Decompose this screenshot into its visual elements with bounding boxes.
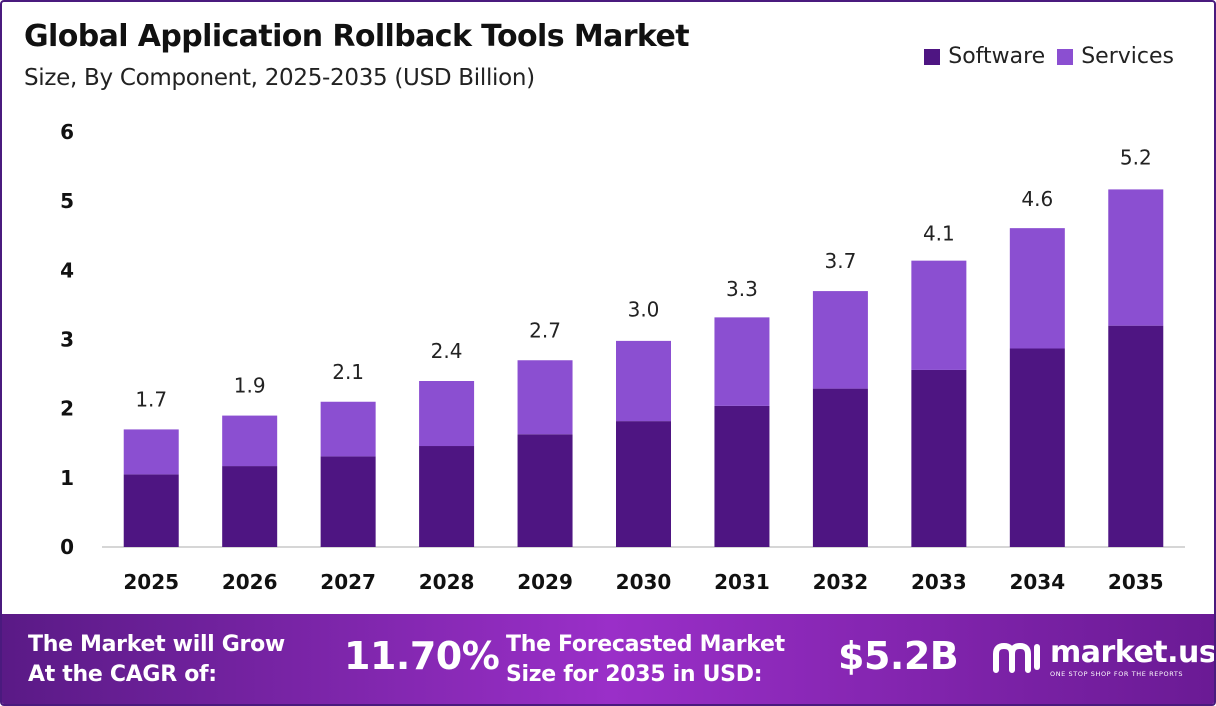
legend-swatch-services [1057,48,1074,65]
y-tick-label: 3 [60,328,74,352]
x-tick-label: 2032 [813,570,869,594]
total-label: 1.9 [234,374,266,398]
y-tick-label: 0 [60,535,74,559]
bar-services-2031 [714,317,770,406]
legend-item-software: Software [924,44,1045,69]
market-us-logo-icon [993,642,1040,673]
bar-software-2030 [616,421,671,547]
bar-services-2028 [419,381,475,447]
x-tick-label: 2027 [320,570,376,594]
brand-name: market.us [1050,635,1216,670]
bar-chart: 0 1 2 3 4 5 6 1.7 2025 1.9 2026 2.1 2027 2.4 2028 2.7 20… [60,120,1185,594]
x-tick-label: 2028 [419,570,475,594]
y-tick-label: 4 [60,258,74,282]
bar-software-2031 [714,405,770,547]
chart-title: Global Application Rollback Tools Market [24,19,690,54]
x-tick-label: 2029 [517,570,573,594]
bar-software-2034 [1009,348,1065,547]
y-tick-label: 6 [60,120,74,144]
brand-tagline: ONE STOP SHOP FOR THE REPORTS [1050,670,1184,678]
bar-services-2033 [911,260,967,370]
total-label: 5.2 [1120,145,1152,169]
legend-swatch-software [924,48,941,65]
cagr-label-line1: The Market will Grow [28,632,285,657]
cagr-label-line2: At the CAGR of: [28,662,217,687]
bar-software-2033 [911,369,967,547]
bar-services-2035 [1108,189,1164,326]
bar-services-2025 [123,429,179,475]
bar-services-2030 [616,340,671,422]
legend-label-software: Software [948,44,1046,69]
x-tick-label: 2031 [714,570,770,594]
total-label: 3.7 [825,249,857,273]
bar-software-2025 [123,474,179,547]
total-label: 1.7 [135,387,167,411]
bar-software-2027 [320,456,376,547]
total-label: 2.7 [529,318,561,342]
legend-item-services: Services [1057,44,1174,69]
forecast-value: $5.2B [838,634,959,678]
bar-software-2026 [222,466,278,547]
x-tick-label: 2026 [222,570,278,594]
total-label: 2.1 [332,360,364,384]
x-tick-label: 2025 [123,570,179,594]
legend-label-services: Services [1081,44,1174,69]
bar-software-2028 [419,446,475,547]
y-tick-label: 1 [60,466,74,490]
bar-services-2032 [812,291,868,389]
bar-software-2029 [517,434,573,547]
bar-services-2027 [320,401,376,457]
y-tick-label: 2 [60,397,74,421]
total-label: 3.0 [628,298,660,322]
bar-software-2032 [812,388,868,547]
cagr-label: The Market will Grow At the CAGR of: [28,630,285,690]
bar-services-2034 [1009,228,1065,349]
y-tick-label: 5 [60,189,74,213]
forecast-label-line2: Size for 2035 in USD: [506,662,763,687]
x-tick-label: 2035 [1108,570,1164,594]
total-label: 2.4 [431,339,463,363]
bar-software-2035 [1108,325,1164,547]
total-label: 4.6 [1021,187,1053,211]
forecast-label: The Forecasted Market Size for 2035 in U… [506,630,785,690]
x-tick-label: 2030 [616,570,672,594]
bar-services-2026 [222,415,278,467]
summary-footer: The Market will Grow At the CAGR of: 11.… [2,614,1216,704]
total-label: 4.1 [923,221,955,245]
bar-services-2029 [517,360,573,435]
cagr-value: 11.70% [344,634,500,678]
x-tick-label: 2033 [911,570,967,594]
chart-subtitle: Size, By Component, 2025-2035 (USD Billi… [24,65,535,91]
x-tick-label: 2034 [1009,570,1065,594]
brand-logo: market.us ONE STOP SHOP FOR THE REPORTS [992,635,1216,678]
forecast-label-line1: The Forecasted Market [506,632,785,657]
total-label: 3.3 [726,277,758,301]
chart-legend: Software Services [912,44,1174,69]
